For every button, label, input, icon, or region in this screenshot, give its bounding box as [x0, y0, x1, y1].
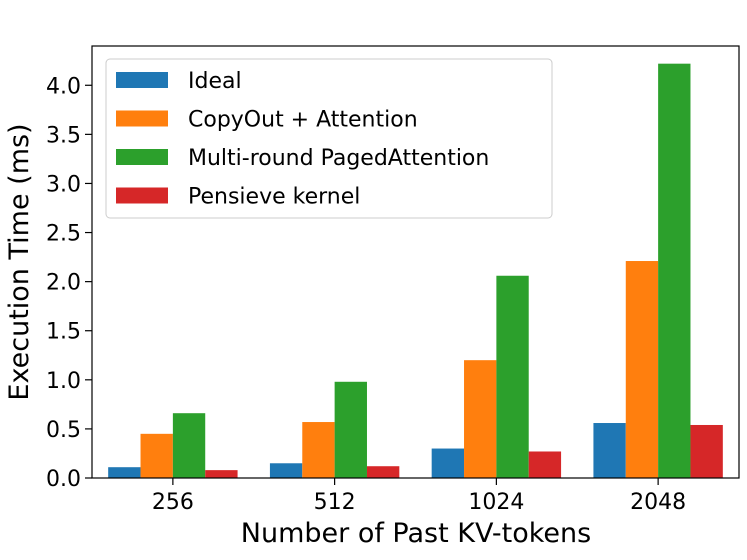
bar-ideal-1024 [431, 448, 465, 478]
legend-label: Multi-round PagedAttention [188, 146, 489, 171]
y-tick-label: 3.0 [46, 172, 81, 197]
bar-ideal-256 [108, 467, 141, 478]
y-tick-label: 0.5 [46, 418, 81, 443]
bar-multi-round-pagedattention-256 [172, 413, 206, 478]
bar-pensieve-kernel-2048 [690, 424, 723, 478]
bar-ideal-2048 [593, 423, 626, 478]
y-tick-label: 4.0 [46, 74, 81, 99]
x-tick-label: 512 [314, 490, 356, 515]
y-tick-label: 1.5 [46, 320, 81, 345]
legend-swatch [116, 110, 168, 127]
bar-copyout-attention-2048 [625, 261, 659, 478]
legend-box [105, 58, 553, 219]
x-axis-ticks: 256 512 1024 2048 [152, 478, 686, 515]
legend-label: Pensieve kernel [188, 185, 360, 210]
bar-copyout-attention-512 [302, 422, 335, 478]
bars-group [108, 63, 723, 478]
y-tick-label: 2.0 [46, 271, 81, 296]
bar-copyout-attention-1024 [464, 360, 497, 478]
bar-pensieve-kernel-512 [366, 466, 400, 478]
y-tick-label: 1.0 [46, 369, 81, 394]
x-tick-label: 2048 [630, 490, 686, 515]
legend-swatch [116, 149, 168, 165]
legend-label: CopyOut + Attention [188, 108, 418, 133]
bar-pensieve-kernel-256 [205, 470, 238, 478]
legend-swatch [116, 72, 168, 88]
y-axis-ticks: 0.0 0.5 1.0 1.5 2.0 2.5 3.0 3.5 4.0 [46, 74, 92, 492]
x-tick-label: 256 [152, 490, 194, 515]
bar-ideal-512 [269, 463, 303, 478]
x-tick-label: 1024 [468, 490, 524, 515]
bar-multi-round-pagedattention-1024 [496, 275, 529, 478]
y-axis-label: Execution Time (ms) [4, 123, 35, 400]
y-tick-label: 3.5 [46, 123, 81, 148]
bar-multi-round-pagedattention-2048 [658, 63, 691, 478]
y-tick-label: 2.5 [46, 222, 81, 247]
bar-multi-round-pagedattention-512 [334, 381, 367, 478]
legend-label: Ideal [188, 69, 242, 94]
y-tick-label: 0.0 [46, 467, 81, 492]
x-axis-label: Number of Past KV-tokens [241, 518, 591, 549]
bar-pensieve-kernel-1024 [528, 451, 562, 478]
legend-swatch [116, 187, 168, 204]
legend: Ideal CopyOut + Attention Multi-round Page… [105, 58, 553, 219]
plot-frame [91, 45, 740, 479]
bar-copyout-attention-256 [140, 433, 173, 478]
